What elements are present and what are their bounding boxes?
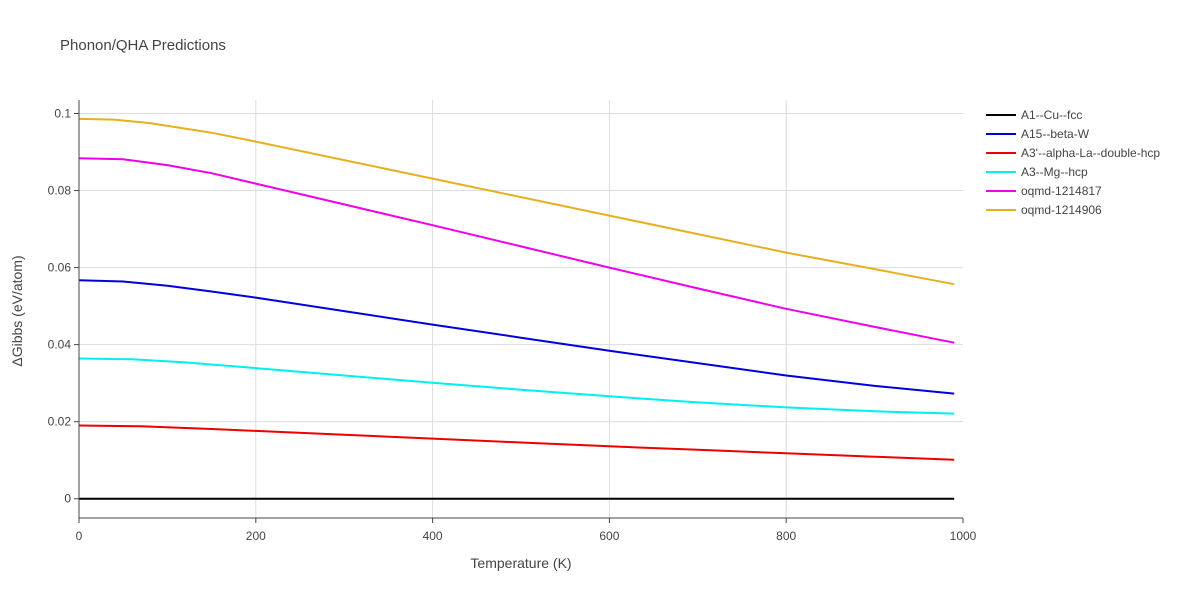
series-line-3[interactable] <box>78 424 955 461</box>
x-tick-label: 600 <box>599 529 619 543</box>
y-axis-title: ΔGibbs (eV/atom) <box>9 255 25 366</box>
legend-item[interactable]: A15--beta-W <box>986 127 1090 141</box>
plot-area[interactable] <box>78 117 955 500</box>
legend[interactable]: A1--Cu--fcc A15--beta-W A3'--alpha-La--dou… <box>986 108 1160 217</box>
legend-label: oqmd-1214817 <box>1021 184 1102 198</box>
legend-item[interactable]: oqmd-1214817 <box>986 184 1102 198</box>
y-tick-label: 0.02 <box>48 415 72 429</box>
axes: 0 200 400 600 800 1000 0 0.02 0.04 0.06 0.08 0.1 <box>48 100 977 543</box>
x-axis-title: Temperature (K) <box>470 555 571 571</box>
legend-item[interactable]: oqmd-1214906 <box>986 203 1102 217</box>
legend-item[interactable]: A3--Mg--hcp <box>986 165 1088 179</box>
chart-title: Phonon/QHA Predictions <box>60 37 226 54</box>
y-tick-label: 0.08 <box>48 184 72 198</box>
y-tick-label: 0.04 <box>48 338 72 352</box>
x-tick-label: 200 <box>246 529 266 543</box>
series-line-2[interactable] <box>78 279 955 395</box>
series-line-6[interactable] <box>78 117 955 286</box>
y-tick-label: 0.06 <box>48 261 72 275</box>
x-tick-label: 0 <box>76 529 83 543</box>
x-tick-label: 400 <box>423 529 443 543</box>
x-tick-label: 1000 <box>950 529 977 543</box>
legend-label: A1--Cu--fcc <box>1021 108 1082 122</box>
legend-label: A3'--alpha-La--double-hcp <box>1021 146 1160 160</box>
legend-item[interactable]: A3'--alpha-La--double-hcp <box>986 146 1160 160</box>
legend-label: A15--beta-W <box>1021 127 1090 141</box>
series-line-4[interactable] <box>78 357 955 415</box>
x-tick-label: 800 <box>776 529 796 543</box>
grid <box>79 100 963 518</box>
legend-item[interactable]: A1--Cu--fcc <box>986 108 1082 122</box>
y-tick-label: 0 <box>64 492 71 506</box>
y-tick-label: 0.1 <box>54 106 71 120</box>
series-line-5[interactable] <box>78 157 955 344</box>
legend-label: A3--Mg--hcp <box>1021 165 1088 179</box>
legend-label: oqmd-1214906 <box>1021 203 1102 217</box>
